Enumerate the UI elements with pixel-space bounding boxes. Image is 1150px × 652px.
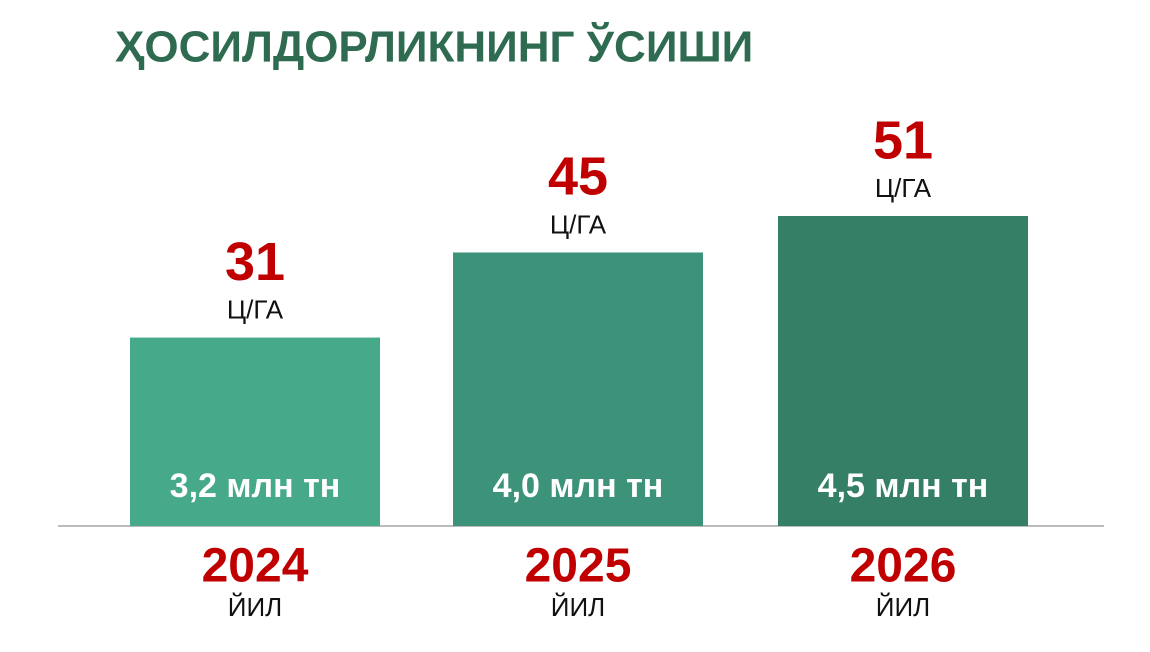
- value-unit: Ц/ГА: [875, 173, 932, 203]
- category-unit: ЙИЛ: [551, 592, 605, 622]
- value-unit: Ц/ГА: [550, 209, 607, 239]
- bar-label: 4,0 млн тн: [493, 467, 664, 505]
- category-unit: ЙИЛ: [228, 592, 282, 622]
- value-label: 31: [225, 232, 285, 292]
- value-label: 51: [873, 110, 933, 170]
- category-label: 2024: [202, 540, 309, 593]
- category-label: 2025: [525, 540, 632, 593]
- bar-label: 3,2 млн тн: [170, 467, 341, 505]
- category-unit: ЙИЛ: [876, 592, 930, 622]
- value-label: 45: [548, 147, 608, 207]
- chart-title: ҲОСИЛДОРЛИКНИНГ ЎСИШИ: [115, 21, 753, 72]
- bar: [778, 216, 1028, 526]
- bar: [130, 337, 380, 526]
- bar: [453, 252, 703, 526]
- bar-label: 4,5 млн тн: [818, 467, 989, 505]
- value-unit: Ц/ГА: [227, 294, 284, 324]
- category-label: 2026: [850, 540, 957, 593]
